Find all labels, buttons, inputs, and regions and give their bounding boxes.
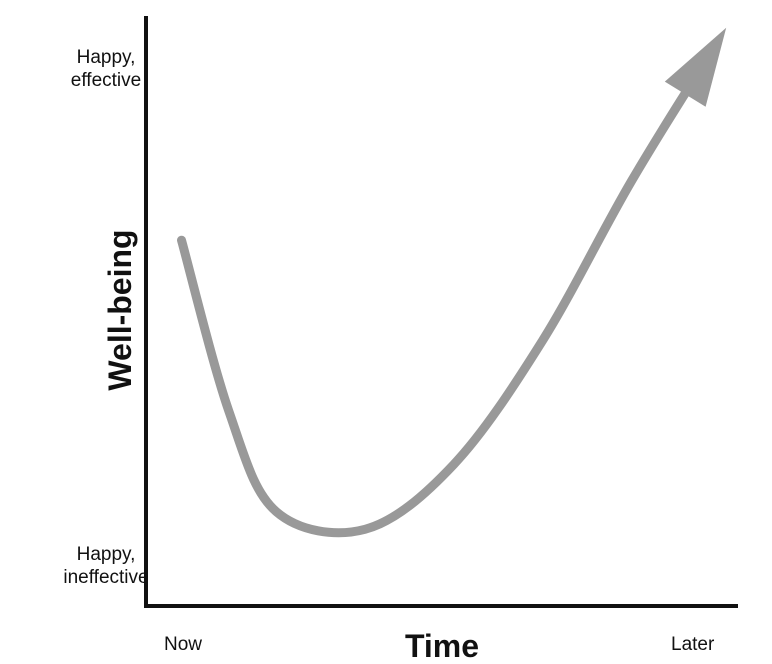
curve-arrowhead: [664, 27, 727, 107]
x-tick-label-later: Later: [671, 634, 715, 655]
well-being-curve: [177, 69, 703, 538]
y-tick-label-bottom: Happy, ineffective: [36, 543, 176, 589]
x-tick-label-now: Now: [164, 634, 203, 655]
y-tick-label-top: Happy, effective: [36, 46, 176, 92]
y-tick-top-line2: effective: [70, 70, 142, 91]
y-tick-bottom-line2: ineffective: [63, 567, 149, 588]
y-tick-bottom-line1: Happy,: [76, 544, 136, 565]
y-tick-top-line1: Happy,: [76, 47, 136, 68]
x-axis-title: Time: [404, 628, 480, 664]
y-axis-title: Well-being: [102, 229, 138, 391]
